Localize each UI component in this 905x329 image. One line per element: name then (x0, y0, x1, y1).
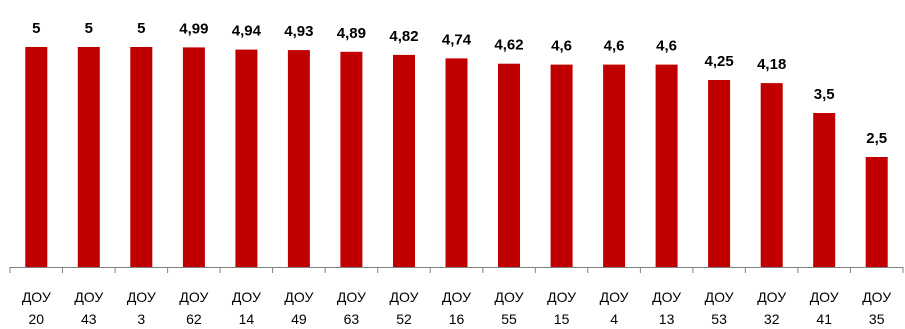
x-tick-label-line: ДОУ (390, 289, 419, 305)
bar-ДОУ-15 (550, 64, 573, 267)
value-label: 4,62 (494, 37, 523, 54)
bar-ДОУ-13 (655, 64, 678, 267)
bar-ДОУ-43 (77, 47, 100, 267)
x-tick-label-line: ДОУ (179, 289, 208, 305)
value-label: 4,18 (757, 56, 786, 73)
bar-ДОУ-53 (708, 80, 731, 267)
x-tick-label-line: ДОУ (284, 289, 313, 305)
value-label: 4,94 (232, 23, 262, 40)
x-tick-label-line: 4 (610, 311, 618, 327)
x-tick-label: ДОУ 20 (22, 289, 51, 327)
bar-ДОУ-20 (25, 47, 48, 267)
value-label: 4,82 (389, 28, 418, 45)
x-tick-label-line: 62 (186, 311, 202, 327)
x-tick-label-line: 49 (291, 311, 307, 327)
x-tick-label: ДОУ 13 (652, 289, 681, 327)
bar-ДОУ-32 (760, 83, 783, 267)
bar-ДОУ-3 (130, 47, 153, 267)
x-tick-label-line: ДОУ (337, 289, 366, 305)
x-axis (9, 267, 904, 273)
x-tick-label-line: ДОУ (600, 289, 629, 305)
x-tick-label: ДОУ 3 (127, 289, 156, 327)
x-tick-label-line: 35 (869, 311, 885, 327)
x-tick-label: ДОУ 14 (232, 289, 261, 327)
x-tick-label: ДОУ 62 (179, 289, 208, 327)
value-label: 4,25 (704, 53, 733, 70)
value-label: 5 (32, 20, 40, 37)
value-label: 2,5 (866, 130, 887, 147)
x-tick-label-line: 41 (816, 311, 832, 327)
bar-ДОУ-41 (813, 113, 836, 267)
x-tick-label-line: 15 (554, 311, 570, 327)
x-tick-label: ДОУ 49 (284, 289, 313, 327)
bar-ДОУ-52 (393, 54, 415, 268)
x-tick-label-line: ДОУ (74, 289, 103, 305)
x-tick-label-line: ДОУ (232, 289, 261, 305)
x-tick-label: ДОУ 43 (74, 289, 103, 327)
x-tick-label-line: 14 (239, 311, 255, 327)
value-label: 4,6 (551, 38, 572, 55)
x-tick-label-line: ДОУ (862, 289, 891, 305)
bar-ДОУ-55 (498, 63, 520, 268)
value-label: 4,99 (179, 20, 208, 37)
x-tick-label-line: ДОУ (547, 289, 576, 305)
x-tick-label-line: ДОУ (127, 289, 156, 305)
value-label: 3,5 (814, 86, 835, 103)
bar-ДОУ-35 (865, 157, 888, 267)
bar-ДОУ-63 (340, 51, 363, 267)
bar-ДОУ-14 (235, 49, 258, 267)
value-label: 4,6 (604, 38, 625, 55)
x-tick-label-line: 20 (29, 311, 45, 327)
x-tick-label-line: 3 (137, 311, 145, 327)
value-label: 5 (85, 20, 93, 37)
x-tick-label-line: 13 (659, 311, 675, 327)
x-tick-label: ДОУ 53 (705, 289, 734, 327)
x-tick-label-line: 63 (344, 311, 360, 327)
x-tick-label-line: ДОУ (705, 289, 734, 305)
x-tick-label-line: ДОУ (22, 289, 51, 305)
x-tick-label: ДОУ 41 (810, 289, 839, 327)
x-tick-label-line: 55 (501, 311, 517, 327)
value-label: 4,89 (337, 25, 366, 42)
x-tick-label: ДОУ 16 (442, 289, 471, 327)
value-label: 4,74 (442, 31, 472, 48)
x-tick-label-line: 16 (449, 311, 465, 327)
value-label: 5 (137, 20, 145, 37)
bars-layer (25, 47, 888, 268)
x-tick-label: ДОУ 35 (862, 289, 891, 327)
x-tick-label: ДОУ 32 (757, 289, 786, 327)
value-label: 4,6 (656, 38, 677, 55)
bar-ДОУ-62 (182, 47, 205, 268)
x-tick-label: ДОУ 4 (600, 289, 629, 327)
x-tick-label-line: 43 (81, 311, 97, 327)
x-tick-label: ДОУ 52 (390, 289, 419, 327)
x-tick-label-line: ДОУ (495, 289, 524, 305)
x-tick-label-line: ДОУ (757, 289, 786, 305)
x-tick-label-line: 53 (711, 311, 727, 327)
bar-ДОУ-4 (603, 64, 626, 267)
x-tick-label-line: ДОУ (442, 289, 471, 305)
value-labels-layer: 5 5 5 4,99 4,94 4,93 4,89 4,82 4,74 4,62 4,6 4,6 4,6… (32, 20, 887, 147)
x-tick-label-line: ДОУ (652, 289, 681, 305)
x-tick-label: ДОУ 15 (547, 289, 576, 327)
bar-ДОУ-16 (445, 58, 468, 268)
x-tick-label-line: ДОУ (810, 289, 839, 305)
value-label: 4,93 (284, 23, 313, 40)
x-tick-label-line: 52 (396, 311, 412, 327)
x-tick-label: ДОУ 55 (495, 289, 524, 327)
x-tick-label-line: 32 (764, 311, 780, 327)
x-tick-label: ДОУ 63 (337, 289, 366, 327)
bar-ДОУ-49 (287, 50, 310, 267)
